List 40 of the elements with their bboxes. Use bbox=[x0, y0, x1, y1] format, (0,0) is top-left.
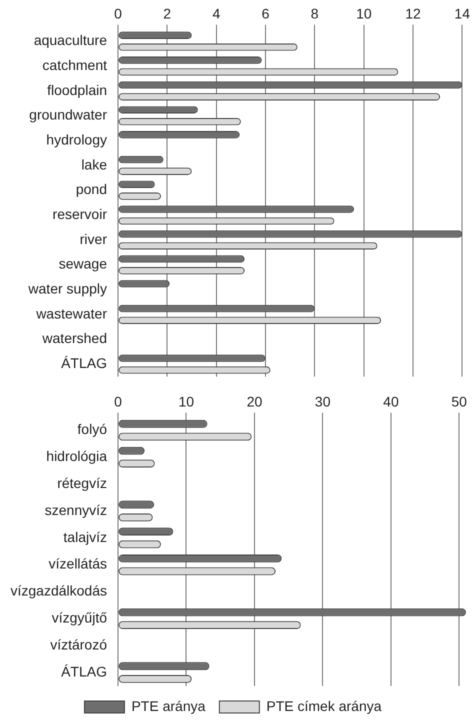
y-tick-label: catchment bbox=[42, 56, 108, 73]
y-tick-label: wastewater bbox=[35, 305, 108, 322]
y-tick-label: pond bbox=[76, 181, 107, 198]
y-tick-label: sewage bbox=[58, 256, 108, 272]
x-tick-label: 40 bbox=[383, 393, 399, 410]
y-tick-label: river bbox=[80, 230, 108, 247]
y-tick-label: talajvíz bbox=[63, 528, 107, 545]
x-tick-label: 0 bbox=[114, 393, 122, 410]
y-tick-label: vízellátás bbox=[48, 556, 107, 572]
y-tick-label: hydrology bbox=[46, 131, 107, 148]
x-tick-label: 20 bbox=[246, 393, 262, 410]
x-tick-label: 12 bbox=[405, 5, 422, 22]
x-tick-label: 14 bbox=[454, 5, 470, 22]
y-tick-label: folyó bbox=[77, 421, 108, 438]
x-tick-label: 30 bbox=[314, 393, 331, 410]
y-tick-label: szennyvíz bbox=[44, 502, 107, 518]
y-tick-label: ÁTLAG bbox=[61, 355, 107, 372]
y-tick-label: hidrológia bbox=[46, 448, 108, 464]
x-tick-label: 6 bbox=[262, 5, 270, 22]
y-tick-label: vízgyűjtő bbox=[52, 610, 108, 626]
x-tick-label: 8 bbox=[310, 5, 319, 22]
x-tick-label: 0 bbox=[114, 5, 122, 22]
y-tick-label: rétegvíz bbox=[57, 474, 107, 491]
y-tick-label: aquaculture bbox=[34, 32, 108, 48]
x-tick-label: 10 bbox=[356, 5, 372, 22]
y-tick-label: reservoir bbox=[52, 206, 108, 222]
legend-label: PTE aránya bbox=[131, 698, 206, 714]
y-tick-label: floodplain bbox=[47, 82, 107, 98]
y-tick-label: vízgazdálkodás bbox=[10, 582, 107, 599]
x-tick-label: 2 bbox=[163, 5, 172, 22]
y-tick-label: lake bbox=[81, 156, 108, 172]
x-tick-label: 50 bbox=[451, 393, 468, 410]
y-tick-label: groundwater bbox=[29, 106, 108, 123]
x-tick-label: 10 bbox=[178, 393, 194, 410]
x-tick-label: 4 bbox=[212, 5, 220, 22]
y-tick-label: víztározó bbox=[50, 636, 108, 652]
y-tick-label: water supply bbox=[27, 280, 107, 297]
legend-label: PTE címek aránya bbox=[266, 698, 382, 714]
y-tick-label: watershed bbox=[41, 330, 107, 346]
y-tick-label: ÁTLAG bbox=[61, 663, 107, 680]
